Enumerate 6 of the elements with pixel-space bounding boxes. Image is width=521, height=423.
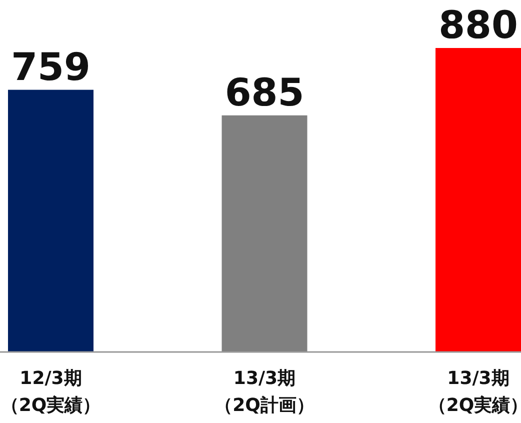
data-label: 759	[11, 44, 90, 89]
x-tick-label: 13/3期（2Q計画）	[214, 368, 314, 416]
data-label: 880	[438, 3, 518, 47]
x-tick-label: 13/3期（2Q実績）	[428, 368, 521, 416]
data-label: 685	[224, 70, 304, 114]
x-tick-label: 12/3期（2Q実績）	[0, 368, 101, 416]
